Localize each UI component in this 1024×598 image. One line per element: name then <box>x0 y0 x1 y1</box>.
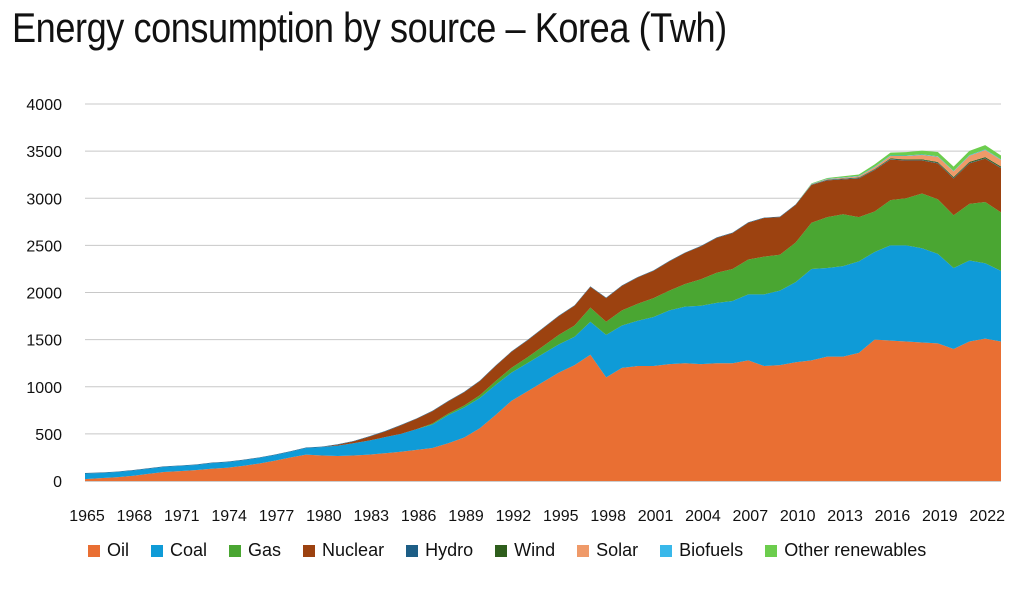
area-coal <box>85 245 1001 480</box>
legend-swatch <box>660 544 673 557</box>
y-tick-label: 1000 <box>26 380 62 397</box>
x-tick-label: 1989 <box>448 508 484 525</box>
legend-item-nuclear: Nuclear <box>303 540 384 561</box>
x-tick-label: 1983 <box>353 508 389 525</box>
legend-swatch <box>151 544 163 557</box>
legend-label: Wind <box>514 540 556 560</box>
x-tick-label: 1992 <box>496 508 532 525</box>
x-tick-label: 2022 <box>969 508 1005 525</box>
legend-swatch <box>88 544 100 557</box>
chart-title: Energy consumption by source – Korea (Tw… <box>12 4 727 51</box>
x-tick-label: 2019 <box>922 508 958 525</box>
legend-item-other-renewables: Other renewables <box>765 540 926 561</box>
x-tick-label: 1986 <box>401 508 437 525</box>
x-tick-label: 1965 <box>69 508 105 525</box>
x-tick-label: 1980 <box>306 508 342 525</box>
legend-item-hydro: Hydro <box>406 540 473 561</box>
area-nuclear <box>85 158 1001 474</box>
legend-swatch <box>495 544 508 557</box>
x-tick-label: 1971 <box>164 508 200 525</box>
legend-label: Hydro <box>425 540 474 560</box>
y-tick-label: 2000 <box>26 286 62 303</box>
legend-label: Gas <box>248 540 282 560</box>
area-gas <box>85 193 1001 474</box>
area-layers <box>85 145 1001 481</box>
y-axis-ticks: 0 500 1000 1500 2000 2500 3000 3500 4000 <box>26 97 62 491</box>
legend-label: Nuclear <box>322 540 385 560</box>
legend-item-biofuels: Biofuels <box>660 540 743 561</box>
legend-swatch <box>406 544 419 557</box>
area-oil <box>85 338 1001 481</box>
x-tick-label: 1968 <box>117 508 153 525</box>
y-tick-label: 3500 <box>26 144 62 161</box>
legend: Oil Coal Gas Nuclear Hydro Wind Solar Biofuels O… <box>88 540 948 561</box>
legend-swatch <box>765 544 778 557</box>
y-tick-label: 2500 <box>26 238 62 255</box>
legend-item-coal: Coal <box>151 540 207 561</box>
legend-swatch <box>229 544 242 557</box>
x-tick-label: 2004 <box>685 508 721 525</box>
x-tick-label: 1998 <box>590 508 626 525</box>
legend-label: Coal <box>170 540 208 560</box>
y-tick-label: 1500 <box>26 333 62 350</box>
y-tick-label: 4000 <box>26 97 62 114</box>
legend-swatch <box>303 544 316 557</box>
x-tick-label: 1974 <box>211 508 247 525</box>
x-tick-label: 1995 <box>543 508 579 525</box>
legend-label: Solar <box>596 540 639 560</box>
legend-label: Biofuels <box>679 540 744 560</box>
x-tick-label: 2013 <box>827 508 863 525</box>
y-tick-label: 3000 <box>26 191 62 208</box>
x-tick-label: 2016 <box>875 508 911 525</box>
x-tick-label: 2010 <box>780 508 816 525</box>
x-tick-label: 1977 <box>259 508 295 525</box>
legend-item-oil: Oil <box>88 540 129 561</box>
legend-swatch <box>577 544 590 557</box>
y-tick-label: 500 <box>35 427 62 444</box>
legend-item-solar: Solar <box>577 540 638 561</box>
x-tick-label: 2007 <box>733 508 769 525</box>
x-axis-ticks: 1965 1968 1971 1974 1977 1980 1983 1986 1989 1992… <box>69 508 1005 525</box>
y-tick-label: 0 <box>53 474 62 491</box>
legend-label: Oil <box>107 540 129 560</box>
legend-label: Other renewables <box>784 540 927 560</box>
x-tick-label: 2001 <box>638 508 674 525</box>
legend-item-gas: Gas <box>229 540 281 561</box>
legend-item-wind: Wind <box>495 540 555 561</box>
